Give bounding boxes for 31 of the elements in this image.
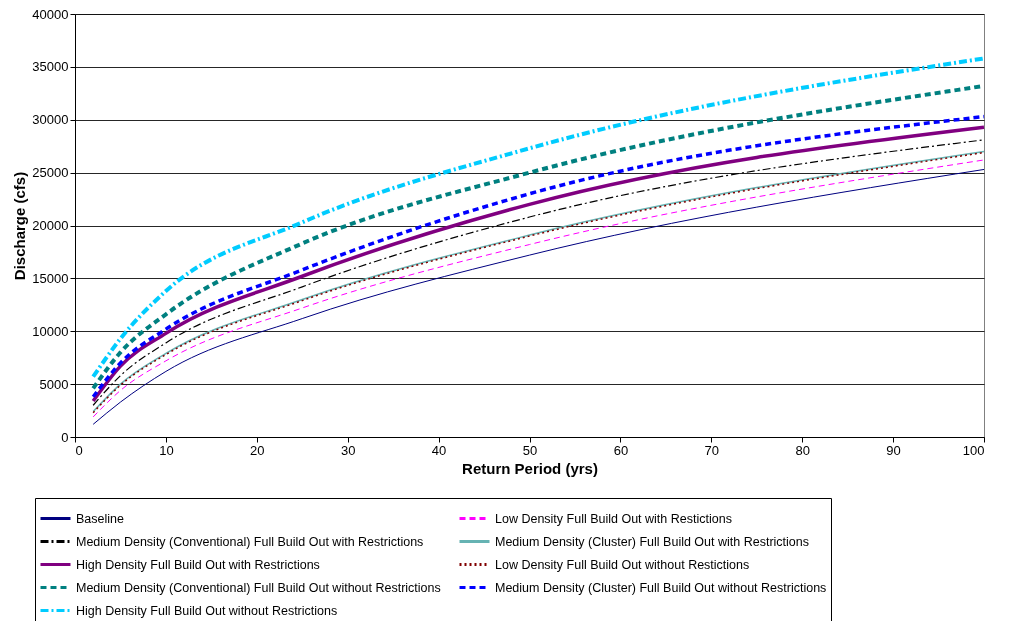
legend-label: Medium Density (Cluster) Full Build Out with Restrictions	[495, 534, 809, 549]
y-tick-label: 0	[61, 429, 69, 445]
y-tick-label: 10000	[32, 323, 69, 339]
x-tick-label: 60	[613, 442, 629, 458]
y-tick-label: 25000	[32, 165, 69, 181]
y-tick-label: 5000	[39, 376, 69, 392]
x-tick-label: 70	[704, 442, 720, 458]
legend-label: Medium Density (Conventional) Full Build Out without Restrictions	[76, 580, 441, 595]
y-tick-label: 35000	[32, 59, 69, 75]
y-tick-label: 15000	[32, 270, 69, 286]
x-tick-label: 20	[250, 442, 265, 458]
y-axis-title: Discharge (cfs)	[11, 171, 29, 281]
legend-label: High Density Full Build Out without Restrictions	[76, 603, 338, 618]
x-tick-label: 80	[795, 442, 810, 458]
y-tick-label: 40000	[32, 6, 69, 22]
x-tick-label: 100	[962, 442, 985, 458]
legend-label: Low Density Full Build Out without Restictions	[495, 557, 750, 572]
legend-label: High Density Full Build Out with Restrictions	[76, 557, 320, 572]
x-tick-label: 0	[75, 442, 83, 458]
x-tick-label: 50	[522, 442, 538, 458]
x-axis-title: Return Period (yrs)	[462, 459, 598, 477]
x-tick-label: 30	[340, 442, 356, 458]
y-tick-label: 20000	[32, 218, 69, 233]
legend-label: Low Density Full Build Out with Restictions	[495, 511, 732, 526]
x-tick-label: 90	[886, 442, 901, 458]
legend-label: Medium Density (Cluster) Full Build Out without Restrictions	[495, 580, 827, 595]
y-tick-label: 30000	[32, 112, 69, 128]
legend-label: Baseline	[76, 511, 124, 526]
legend-label: Medium Density (Conventional) Full Build Out with Restrictions	[76, 534, 424, 549]
x-tick-label: 40	[431, 442, 447, 458]
x-tick-label: 10	[159, 442, 174, 458]
